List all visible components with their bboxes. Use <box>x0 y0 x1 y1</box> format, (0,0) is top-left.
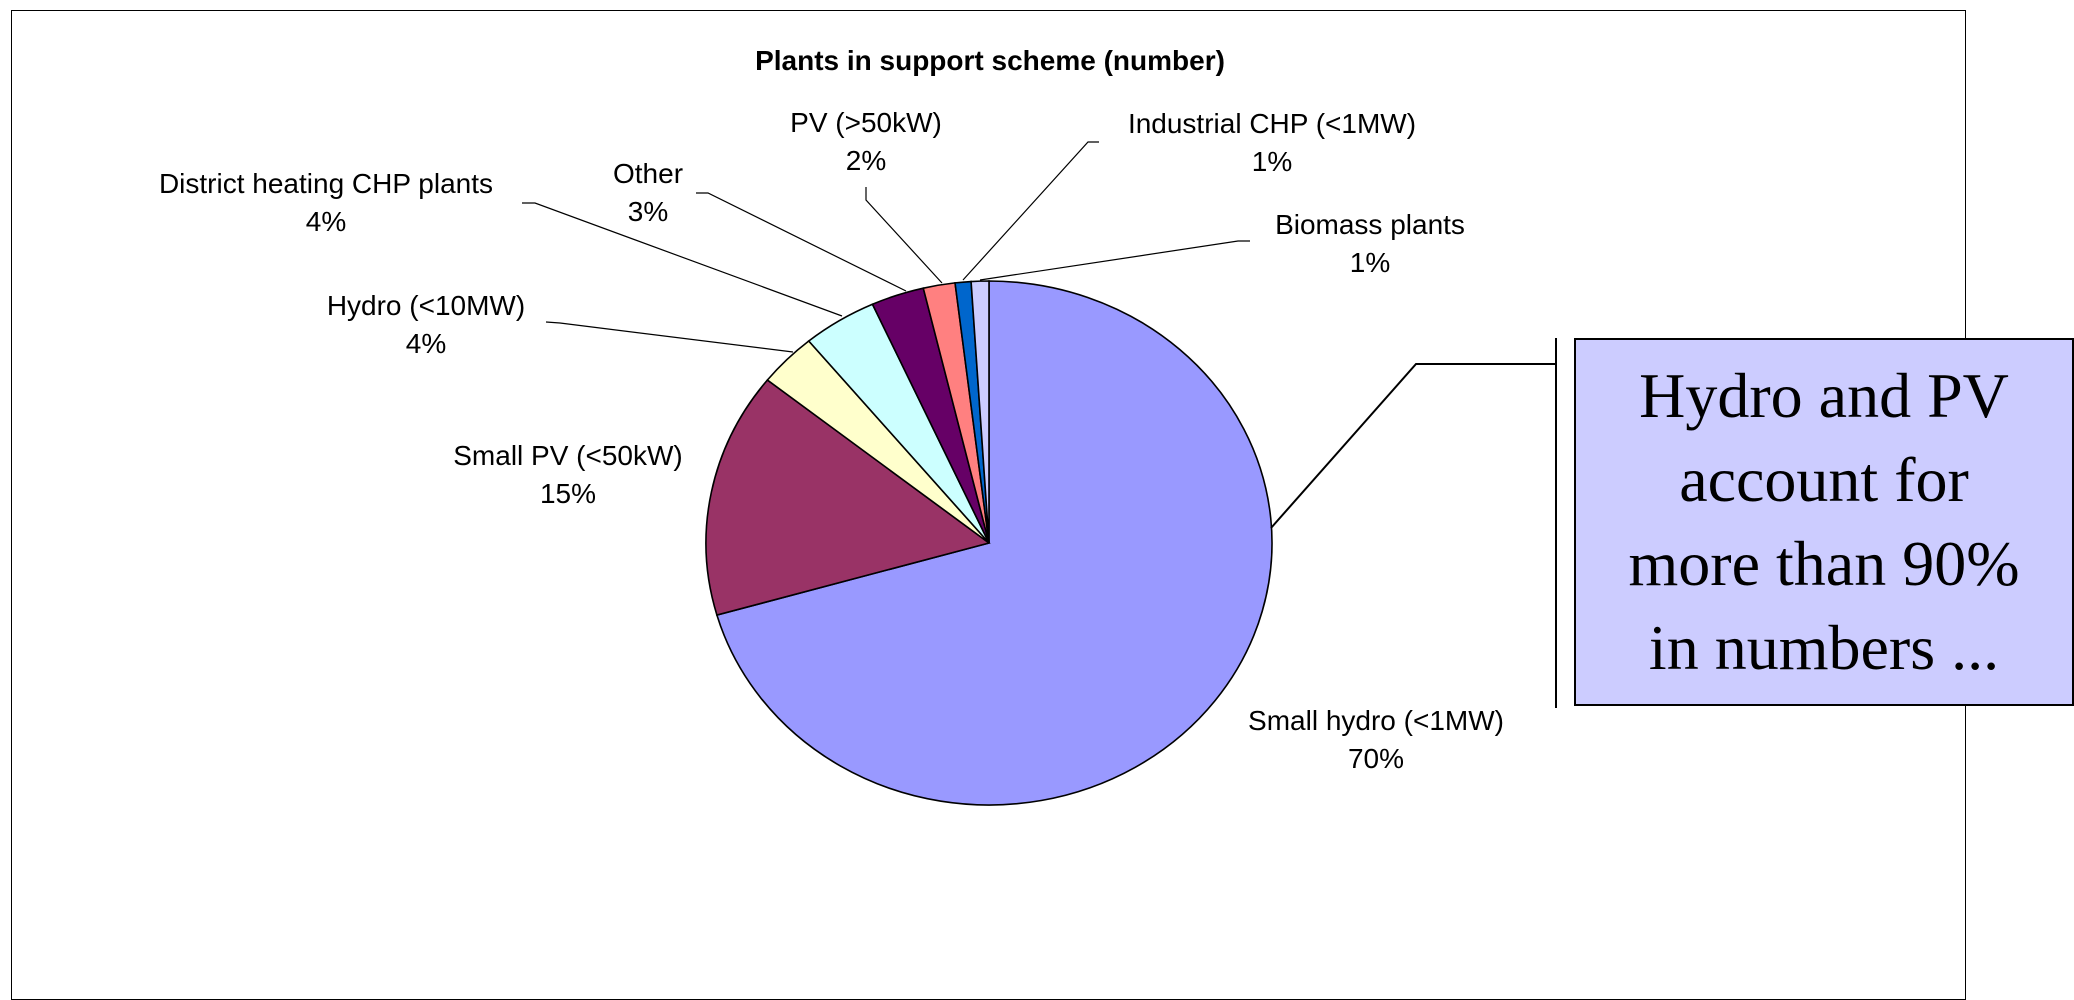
slice-percent-4: 4% <box>306 206 346 237</box>
slice-label-3: Hydro (<10MW) <box>327 290 525 321</box>
slice-label-8: Biomass plants <box>1275 209 1465 240</box>
leader-line-8 <box>979 240 1250 281</box>
leader-lines <box>522 141 1250 353</box>
slice-label-2: Small PV (<50kW) <box>453 440 683 471</box>
pie-slice-8 <box>970 280 990 544</box>
pie-slice-1 <box>715 280 1273 806</box>
callout-text: Hydro and PV account for more than 90% i… <box>1628 360 2020 683</box>
pie-slices <box>705 280 1273 806</box>
pie-slice-2 <box>705 378 991 617</box>
slice-percent-5: 3% <box>628 196 668 227</box>
leader-line-4 <box>522 202 843 317</box>
slice-percent-1: 70% <box>1348 743 1404 774</box>
leader-line-6 <box>865 187 943 284</box>
slice-label-6: PV (>50kW) <box>790 107 942 138</box>
slice-label-7: Industrial CHP (<1MW) <box>1128 108 1416 139</box>
leader-line-5 <box>696 192 907 292</box>
slice-label-1: Small hydro (<1MW) <box>1248 705 1504 736</box>
slice-percent-3: 4% <box>406 328 446 359</box>
callout-box: Hydro and PV account for more than 90% i… <box>1574 338 2074 706</box>
callout-connector <box>1270 363 1556 529</box>
chart-title: Plants in support scheme (number) <box>755 45 1225 76</box>
slice-percent-6: 2% <box>846 145 886 176</box>
leader-line-3 <box>545 321 794 353</box>
slice-label-5: Other <box>613 158 683 189</box>
leader-line-7 <box>962 141 1099 281</box>
pie-chart: Plants in support scheme (number) Small … <box>159 45 1557 806</box>
slice-percent-8: 1% <box>1350 247 1390 278</box>
slice-labels: Small hydro (<1MW) 70% Small PV (<50kW) 15%… <box>159 107 1504 774</box>
slice-percent-2: 15% <box>540 478 596 509</box>
slice-percent-7: 1% <box>1252 146 1292 177</box>
slice-label-4: District heating CHP plants <box>159 168 493 199</box>
